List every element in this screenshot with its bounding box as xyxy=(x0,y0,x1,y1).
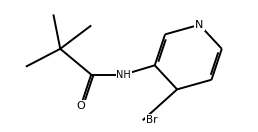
Text: O: O xyxy=(77,101,85,110)
Text: NH: NH xyxy=(116,70,131,80)
Text: N: N xyxy=(195,20,204,30)
Text: Br: Br xyxy=(146,115,158,125)
